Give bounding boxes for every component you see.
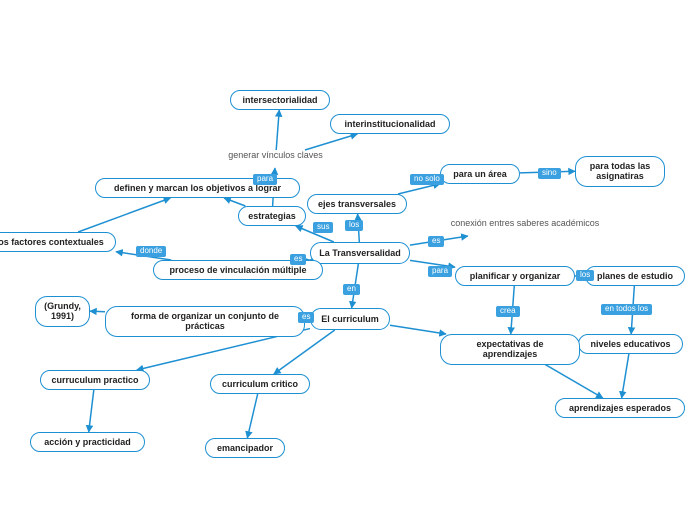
edge-currPractico-accion (89, 390, 94, 432)
edge-formaOrganizar-grundy (90, 311, 105, 312)
node-interinstitucionalidad: interinstitucionalidad (330, 114, 450, 134)
node-paraTodas: para todas las asignatiras (575, 156, 665, 187)
edge-label-sino: sino (538, 168, 561, 179)
edge-label-no solo: no solo (410, 174, 444, 185)
node-transversalidad: La Transversalidad (310, 242, 410, 264)
edge-label-en: en (343, 284, 360, 295)
node-planificar: planificar y organizar (455, 266, 575, 286)
node-estrategias: estrategias (238, 206, 306, 226)
edge-curriculum-expectativas (390, 325, 446, 334)
edge-currCritico-emancipador (247, 394, 257, 438)
edge-label-donde: donde (136, 246, 166, 257)
node-formaOrganizar: forma de organizar un conjunto de prácti… (105, 306, 305, 337)
edge-estrategias-definen (224, 198, 245, 206)
node-expectativas: expectativas de aprendizajes (440, 334, 580, 365)
node-currCritico: curriculum critico (210, 374, 310, 394)
node-currPractico: curruculum practico (40, 370, 150, 390)
edge-generar-intersectorialidad (276, 110, 279, 150)
edge-label-sus: sus (313, 222, 333, 233)
node-emancipador: emancipador (205, 438, 285, 458)
edge-label-los: los (576, 270, 594, 281)
edge-label-en todos los: en todos los (601, 304, 652, 315)
node-aprendizajes: aprendizajes esperados (555, 398, 685, 418)
edge-generar-interinstitucionalidad (305, 134, 357, 150)
edge-label-para: para (428, 266, 452, 277)
edge-label-es: es (298, 312, 314, 323)
node-generar: generar vínculos claves (213, 150, 338, 168)
edge-label-crea: crea (496, 306, 520, 317)
edge-label-los: los (345, 220, 363, 231)
edge-label-es: es (290, 254, 306, 265)
node-paraArea: para un área (440, 164, 520, 184)
node-factores: os factores contextuales (0, 232, 116, 252)
edge-niveles-aprendizajes (622, 354, 629, 398)
edge-label-es: es (428, 236, 444, 247)
node-ejes: ejes transversales (307, 194, 407, 214)
node-intersectorialidad: intersectorialidad (230, 90, 330, 110)
edge-factores-definen (78, 198, 170, 232)
node-curriculum: El curriculum (310, 308, 390, 330)
node-niveles: niveles educativos (578, 334, 683, 354)
node-conexion: conexión entres saberes académicos (435, 218, 615, 236)
edge-label-para: para (253, 174, 277, 185)
edge-ejes-paraArea (398, 184, 440, 194)
node-grundy: (Grundy, 1991) (35, 296, 90, 327)
node-planes: planes de estudio (585, 266, 685, 286)
node-accion: acción y practicidad (30, 432, 145, 452)
